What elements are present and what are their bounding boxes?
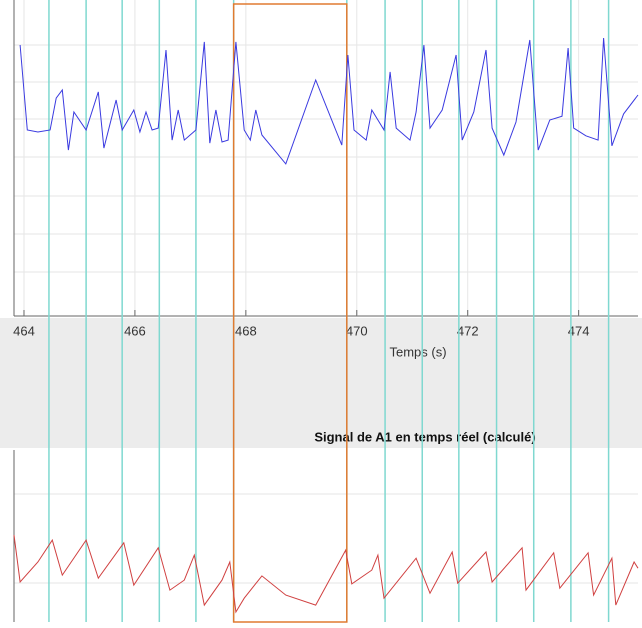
chart-title: Signal de A1 en temps réel (calculé): [314, 429, 535, 444]
bottom-y-grid: [14, 493, 638, 584]
signal-line: [13, 535, 639, 614]
x-axis-label: Temps (s): [389, 344, 446, 359]
x-tick-label: 470: [346, 323, 368, 338]
signal-line: [19, 37, 639, 165]
x-tick-label: 472: [457, 323, 479, 338]
x-tick-label: 474: [568, 323, 590, 338]
x-tick-label: 468: [235, 323, 257, 338]
highlight-window: [232, 3, 348, 623]
top-y-grid: [14, 44, 638, 273]
gap-band: [0, 318, 642, 448]
x-tick-label: 464: [13, 323, 35, 338]
x-tick-label: 466: [124, 323, 146, 338]
